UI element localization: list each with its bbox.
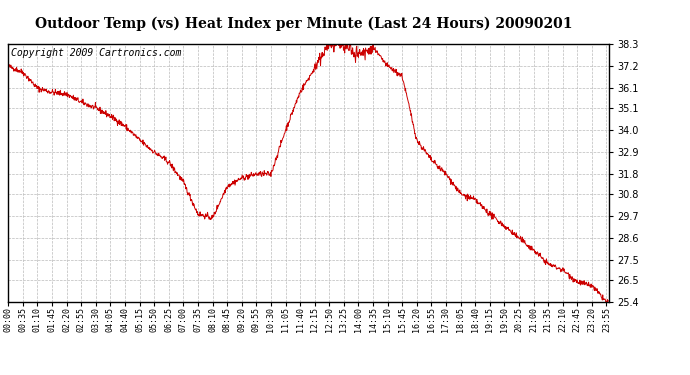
Text: Outdoor Temp (vs) Heat Index per Minute (Last 24 Hours) 20090201: Outdoor Temp (vs) Heat Index per Minute …: [35, 17, 572, 31]
Text: Copyright 2009 Cartronics.com: Copyright 2009 Cartronics.com: [11, 48, 181, 58]
